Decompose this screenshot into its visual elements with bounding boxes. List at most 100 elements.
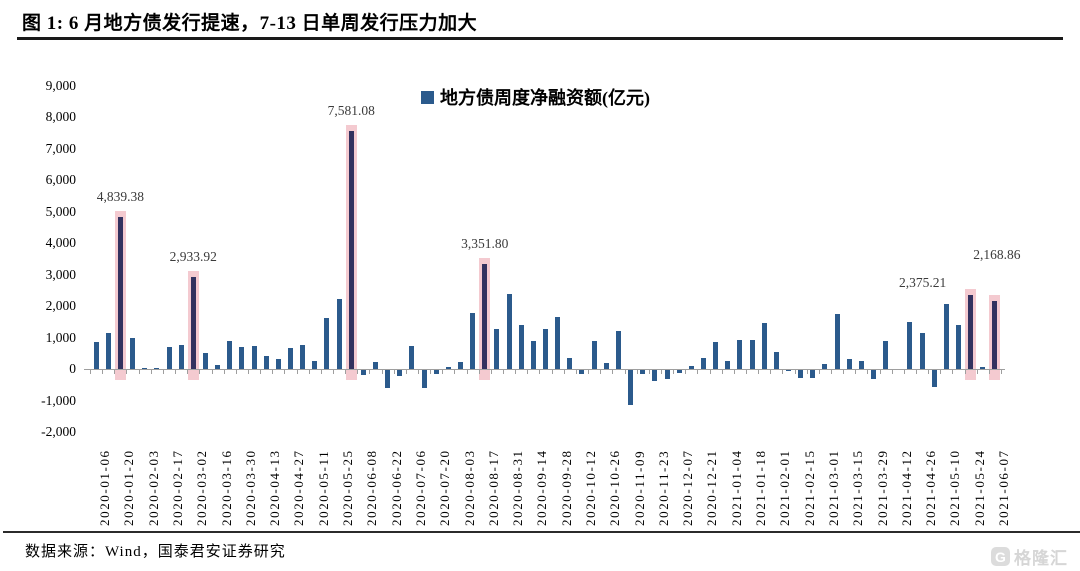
x-axis-tick-label: 2020-02-17 bbox=[170, 449, 185, 527]
x-axis-tick-label: 2020-11-09 bbox=[631, 450, 647, 527]
bar bbox=[700, 358, 706, 370]
bar bbox=[130, 337, 135, 370]
y-axis-tick-label: 2,000 bbox=[45, 298, 76, 314]
bar bbox=[640, 369, 646, 374]
bar bbox=[506, 294, 512, 370]
bar bbox=[202, 352, 208, 370]
bar bbox=[785, 369, 791, 372]
bar bbox=[664, 369, 670, 380]
x-axis-tick bbox=[284, 370, 286, 375]
x-axis-tick-label: 2020-10-12 bbox=[582, 449, 598, 527]
x-axis-tick-label: 2020-08-03 bbox=[461, 449, 477, 527]
figure-title: 图 1: 6 月地方债发行提速，7-13 日单周发行压力加大 bbox=[22, 13, 478, 34]
x-axis-tick bbox=[260, 370, 262, 375]
x-axis-tick bbox=[928, 370, 930, 375]
x-axis-tick bbox=[381, 370, 383, 375]
x-axis-tick-label: 2020-03-02 bbox=[194, 449, 210, 527]
y-axis-tick-label: 3,000 bbox=[45, 266, 76, 282]
x-axis-tick bbox=[175, 370, 176, 375]
bar-value-label: 3,351.80 bbox=[461, 235, 509, 251]
bar bbox=[567, 358, 573, 370]
bar bbox=[372, 362, 378, 370]
bar bbox=[263, 355, 269, 370]
x-axis-tick bbox=[830, 370, 832, 375]
x-axis-tick bbox=[454, 370, 456, 375]
bar bbox=[105, 333, 111, 370]
x-axis-tick-label: 2020-03-30 bbox=[242, 449, 258, 527]
bar bbox=[579, 369, 585, 374]
x-axis-tick bbox=[90, 370, 91, 375]
x-axis-tick bbox=[345, 370, 347, 375]
x-axis-tick-label: 2021-06-07 bbox=[995, 449, 1011, 527]
x-axis-tick bbox=[782, 370, 784, 375]
bar bbox=[458, 362, 463, 370]
x-axis-tick-label: 2020-05-25 bbox=[340, 449, 355, 527]
bar bbox=[312, 360, 318, 370]
bar bbox=[615, 331, 621, 370]
x-axis-tick bbox=[527, 370, 529, 375]
x-axis-tick bbox=[721, 370, 723, 375]
y-axis-tick-label: 0 bbox=[69, 361, 76, 377]
y-axis-tick-label: -2,000 bbox=[41, 424, 76, 440]
x-axis-tick-label: 2020-05-11 bbox=[315, 450, 331, 527]
bar bbox=[871, 369, 876, 379]
x-axis-tick-label: 2020-04-13 bbox=[267, 449, 283, 527]
x-axis-tick bbox=[223, 370, 225, 375]
bar bbox=[919, 332, 925, 370]
bar bbox=[93, 341, 99, 370]
bar bbox=[287, 347, 293, 370]
x-axis-tick bbox=[418, 370, 419, 375]
bar bbox=[530, 341, 536, 370]
bar bbox=[518, 324, 524, 370]
x-axis-tick bbox=[976, 370, 978, 375]
bar bbox=[761, 322, 767, 370]
x-axis-tick bbox=[770, 370, 772, 375]
bar bbox=[239, 347, 245, 370]
x-axis-tick-label: 2021-03-15 bbox=[850, 449, 866, 527]
bar-highlighted bbox=[117, 216, 123, 370]
x-axis-tick-label: 2021-05-24 bbox=[971, 449, 987, 527]
footer-divider bbox=[3, 531, 1080, 533]
x-axis-tick bbox=[879, 370, 881, 375]
x-axis-tick bbox=[891, 370, 893, 375]
x-axis-tick bbox=[588, 370, 589, 375]
bar bbox=[810, 369, 816, 379]
x-axis-tick bbox=[709, 370, 711, 375]
x-axis-tick bbox=[612, 370, 614, 375]
x-axis-tick bbox=[187, 370, 189, 375]
x-axis-tick-label: 2021-01-04 bbox=[728, 449, 744, 527]
x-axis-tick bbox=[794, 370, 796, 375]
bar bbox=[397, 369, 403, 377]
x-axis-tick bbox=[466, 370, 468, 375]
x-axis-tick-label: 2020-02-03 bbox=[145, 449, 161, 527]
bar bbox=[931, 369, 937, 387]
bar bbox=[324, 317, 330, 370]
bar-highlighted bbox=[482, 263, 488, 370]
x-axis-tick bbox=[988, 370, 990, 375]
bar bbox=[470, 313, 476, 370]
y-axis-tick-label: 8,000 bbox=[45, 109, 76, 125]
watermark-label: 格隆汇 bbox=[1014, 549, 1068, 568]
x-axis-tick-label: 2020-06-08 bbox=[364, 449, 380, 527]
x-axis-tick bbox=[296, 370, 298, 375]
data-source: 数据来源：Wind，国泰君安证券研究 bbox=[25, 544, 286, 560]
x-axis-tick bbox=[442, 370, 444, 375]
bar-value-label: 2,168.86 bbox=[973, 247, 1021, 262]
bar-highlighted bbox=[190, 276, 196, 370]
bar bbox=[555, 317, 561, 370]
bar bbox=[725, 361, 731, 370]
x-axis-tick bbox=[563, 370, 565, 375]
bar bbox=[737, 340, 743, 370]
x-axis-tick bbox=[199, 370, 201, 375]
bar-highlighted bbox=[992, 301, 998, 370]
x-axis-tick-label: 2020-07-06 bbox=[412, 449, 428, 527]
bar bbox=[688, 366, 694, 370]
y-axis-tick-label: 9,000 bbox=[45, 77, 76, 93]
x-axis-tick bbox=[1001, 370, 1002, 375]
x-axis-tick bbox=[332, 370, 334, 375]
x-axis-tick bbox=[272, 370, 274, 375]
x-axis-tick bbox=[806, 370, 808, 375]
bar bbox=[895, 368, 901, 370]
bar bbox=[907, 322, 913, 370]
bar bbox=[433, 369, 439, 374]
